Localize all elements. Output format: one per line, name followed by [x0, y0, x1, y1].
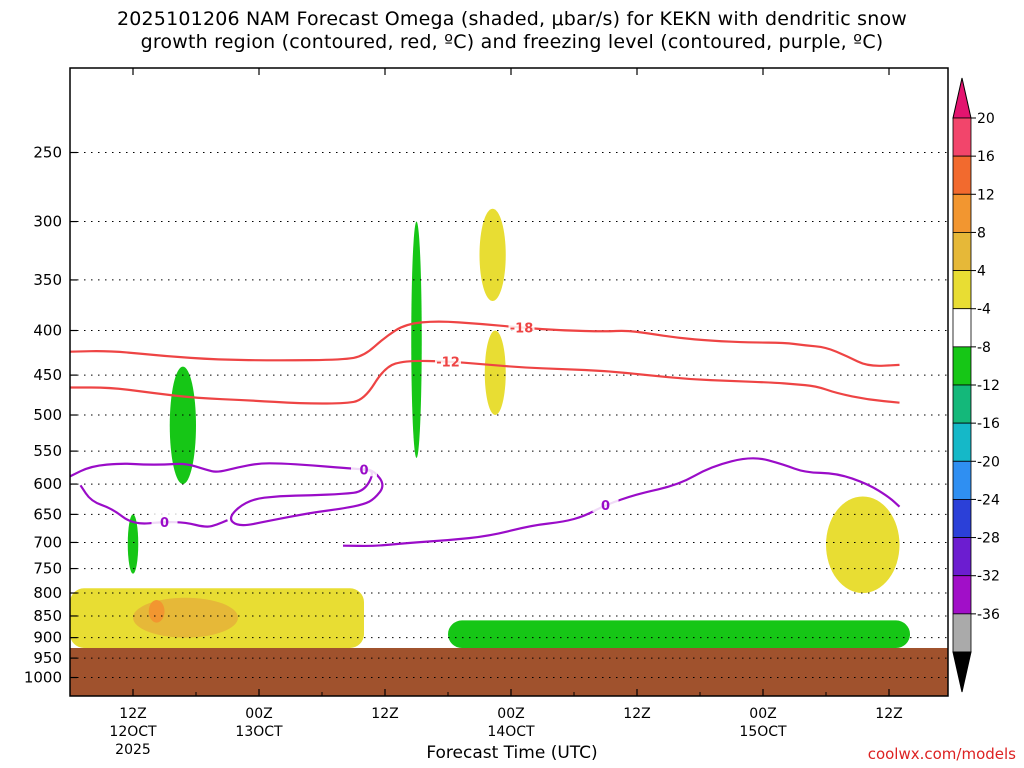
- x-tick-label: 12Z: [623, 706, 650, 722]
- freezing-contour-label: 0: [359, 463, 368, 478]
- plot-frame: [69, 67, 949, 697]
- freezing-contour-0: [70, 462, 384, 527]
- y-tick-label: 700: [33, 533, 62, 551]
- x-tick-label: 12Z: [875, 706, 902, 722]
- y-tick-label: 1000: [24, 669, 62, 687]
- y-tick-label: 850: [33, 607, 62, 625]
- colorbar-bottom-arrow: [952, 651, 972, 693]
- y-tick-label: 350: [33, 271, 62, 289]
- chart-title: 2025101206 NAM Forecast Omega (shaded, μ…: [0, 8, 1024, 54]
- colorbar-swatch: [952, 193, 972, 233]
- colorbar-label: -4: [977, 302, 991, 318]
- colorbar-label: -12: [977, 378, 1000, 394]
- y-tick-label: 450: [33, 366, 62, 384]
- y-tick-label: 400: [33, 322, 62, 340]
- x-tick-label: 15OCT: [739, 724, 787, 740]
- y-tick-label: 500: [33, 406, 62, 424]
- omega-shading-layer: [70, 208, 910, 648]
- x-tick-label: 13OCT: [235, 724, 283, 740]
- colorbar-swatch: [952, 117, 972, 157]
- title-line-2: growth region (contoured, red, ºC) and f…: [140, 31, 884, 53]
- colorbar-label: 20: [977, 111, 995, 127]
- freezing-contour-label: 0: [601, 499, 610, 514]
- colorbar-swatch: [952, 575, 972, 615]
- x-tick-label: 00Z: [497, 706, 524, 722]
- omega-region-9: [826, 496, 900, 594]
- colorbar-swatch: [952, 460, 972, 500]
- omega-region-6: [148, 600, 165, 623]
- colorbar-top-arrow: [952, 77, 972, 119]
- title-line-1: 2025101206 NAM Forecast Omega (shaded, μ…: [116, 8, 908, 30]
- x-tick-label: 12Z: [371, 706, 398, 722]
- x-tick-label: 2025: [115, 742, 151, 758]
- colorbar-swatch: [952, 270, 972, 310]
- watermark: coolwx.com/models: [867, 745, 1016, 763]
- colorbar-label: 8: [977, 225, 986, 241]
- colorbar-swatch: [952, 384, 972, 424]
- dgz-contour-0: [70, 320, 900, 367]
- omega-region-1: [127, 514, 139, 574]
- omega-region-5: [133, 597, 238, 638]
- x-axis: 12Z 12OCT 2025 00Z 13OCT 12Z 00Z 14OCT 12Z 00Z 15O…: [69, 68, 903, 758]
- colorbar-swatch: [952, 499, 972, 538]
- colorbar-label: 12: [977, 187, 995, 203]
- x-tick-label: 00Z: [749, 706, 776, 722]
- colorbar-label: 16: [977, 149, 995, 165]
- freezing-label-bg: [592, 496, 619, 512]
- y-tick-label: 750: [33, 560, 62, 578]
- y-tick-label: 300: [33, 213, 62, 231]
- dgz-contour-label: -12: [436, 355, 460, 370]
- colorbar-swatch: [952, 232, 972, 271]
- colorbar-swatch: [952, 537, 972, 577]
- y-tick-label: 550: [33, 442, 62, 460]
- colorbar-swatch: [952, 422, 972, 462]
- colorbar-swatch: [952, 308, 972, 348]
- colorbar-label: -16: [977, 416, 1000, 432]
- omega-region-8: [484, 330, 506, 416]
- ground-layer: [70, 647, 948, 696]
- omega-region-7: [479, 208, 506, 301]
- colorbar: 20 16 12 8 4 -4 -8 -12 -16 -20 -24 -28 -32 -36: [952, 77, 1000, 693]
- y-axis: 250 300 350 400 450 500 550 600 650 700 750 800 850 9…: [24, 144, 77, 687]
- x-tick-label: 14OCT: [487, 724, 535, 740]
- colorbar-label: -32: [977, 569, 1000, 585]
- freezing-contour-label: 0: [160, 516, 169, 531]
- freezing-contour-1: [79, 484, 228, 528]
- omega-region-2: [411, 221, 422, 458]
- colorbar-swatch: [952, 346, 972, 386]
- freezing-label-bg: [151, 513, 178, 529]
- colorbar-label: -24: [977, 492, 1000, 508]
- y-tick-label: 650: [33, 505, 62, 523]
- y-tick-label: 950: [33, 649, 62, 667]
- y-tick-label: 250: [33, 144, 62, 162]
- y-tick-label: 600: [33, 475, 62, 493]
- colorbar-label: 4: [977, 264, 986, 280]
- dgz-contour-1: [70, 359, 900, 405]
- colorbar-label: -20: [977, 454, 1000, 470]
- terrain-fill: [70, 647, 948, 696]
- colorbar-label: -28: [977, 531, 1000, 547]
- colorbar-label: -36: [977, 607, 1000, 623]
- y-tick-label: 800: [33, 584, 62, 602]
- colorbar-label: -8: [977, 340, 991, 356]
- x-tick-label: 00Z: [245, 706, 272, 722]
- dgz-label-bg: [435, 353, 461, 369]
- dgz-label-bg: [508, 319, 535, 335]
- dgz-contour-label: -18: [510, 322, 534, 337]
- y-tick-label: 900: [33, 629, 62, 647]
- x-tick-label: 12Z: [119, 706, 146, 722]
- colorbar-swatch: [952, 155, 972, 195]
- freezing-label-bg: [351, 461, 377, 477]
- omega-region-3: [448, 620, 910, 648]
- colorbar-swatch: [952, 613, 972, 653]
- x-axis-label: Forecast Time (UTC): [426, 743, 598, 763]
- freezing-contour-2: [342, 457, 901, 548]
- contour-layer: -18 -12 0 0 0: [70, 319, 901, 548]
- x-tick-label: 12OCT: [109, 724, 157, 740]
